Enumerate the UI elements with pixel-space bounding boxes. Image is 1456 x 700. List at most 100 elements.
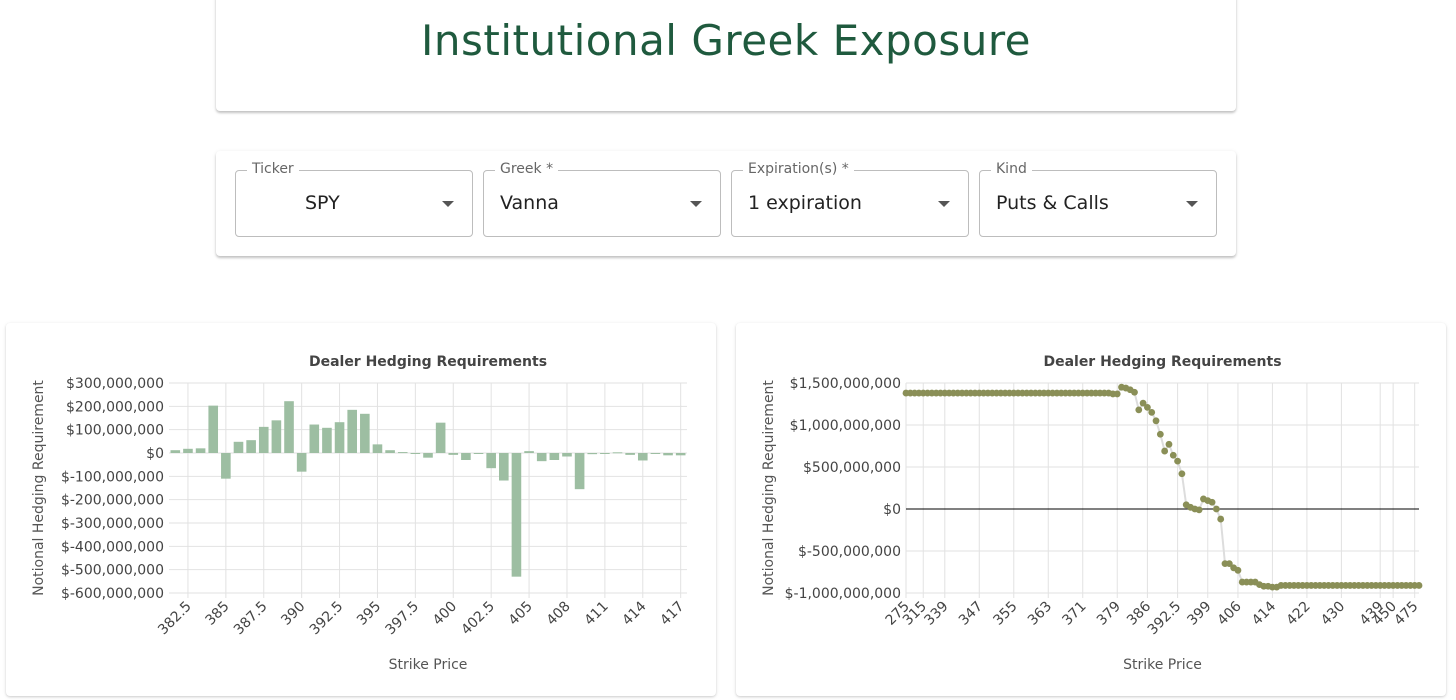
chevron-down-icon	[442, 201, 454, 207]
bar	[486, 453, 496, 469]
y-axis-label: Notional Hedging Requirement	[761, 380, 777, 596]
data-point	[1234, 566, 1242, 574]
scatter-chart-card: Dealer Hedging Requirements $1,500,000,00…	[736, 323, 1446, 696]
x-tick-label: 406	[1215, 598, 1245, 628]
x-tick-label: 400	[430, 599, 460, 629]
title-card: Institutional Greek Exposure	[216, 0, 1236, 111]
bar	[410, 453, 421, 454]
data-point	[1169, 451, 1177, 459]
ticker-value: SPY	[305, 192, 340, 214]
ticker-label: Ticker	[247, 161, 299, 177]
x-tick-label: 408	[544, 599, 574, 629]
x-tick-label: 379	[1094, 599, 1124, 629]
greek-label: Greek *	[495, 161, 559, 177]
data-point	[1131, 388, 1138, 396]
bar	[246, 440, 256, 453]
bar	[675, 453, 686, 456]
data-point	[1208, 498, 1216, 506]
greek-value: Vanna	[500, 192, 559, 214]
x-tick-label: 387.5	[231, 599, 271, 639]
data-point	[1144, 403, 1151, 411]
bar	[448, 453, 459, 455]
data-point	[1161, 447, 1169, 455]
bar	[625, 453, 635, 455]
x-tick-label: 392.5	[307, 599, 347, 639]
bar	[334, 422, 345, 453]
x-tick-label: 405	[506, 599, 536, 629]
page-title: Institutional Greek Exposure	[421, 16, 1031, 65]
bar	[473, 453, 484, 454]
chart-title: Dealer Hedging Requirements	[309, 354, 547, 370]
bar	[170, 450, 181, 453]
bar	[221, 453, 231, 479]
bar	[423, 453, 433, 458]
bar	[461, 453, 471, 460]
x-tick-label: 411	[581, 599, 611, 629]
bar	[612, 452, 623, 454]
y-tick-label: $-300,000,000	[61, 516, 164, 532]
y-tick-label: $100,000,000	[66, 423, 164, 439]
x-tick-label: 414	[1249, 598, 1279, 628]
bar	[360, 413, 370, 453]
data-point	[1174, 457, 1181, 465]
bar	[183, 448, 193, 453]
scatter-chart: Dealer Hedging Requirements $1,500,000,00…	[761, 354, 1423, 673]
y-tick-label: $-500,000,000	[61, 563, 164, 579]
bar	[587, 453, 598, 455]
ticker-select[interactable]: Ticker SPY	[235, 161, 473, 237]
data-point	[1135, 406, 1143, 414]
y-tick-label: $-400,000,000	[61, 539, 164, 555]
x-tick-label: 355	[990, 599, 1020, 629]
bar	[397, 452, 408, 454]
x-tick-label: 385	[202, 599, 232, 629]
expiration-label: Expiration(s) *	[743, 161, 854, 177]
x-tick-label: 382.5	[155, 599, 195, 639]
x-tick-label: 417	[657, 599, 687, 629]
chevron-down-icon	[938, 201, 950, 207]
data-point	[1178, 470, 1186, 478]
data-point	[1195, 506, 1203, 514]
x-tick-label: 392.5	[1145, 599, 1185, 639]
x-tick-label: 371	[1059, 599, 1089, 629]
bar	[271, 420, 282, 453]
y-tick-label: $0	[883, 502, 901, 518]
y-tick-label: $-1,000,000,000	[785, 586, 901, 602]
data-point	[1217, 515, 1225, 523]
x-tick-label: 422	[1284, 599, 1314, 629]
bar	[233, 441, 244, 453]
bar	[296, 453, 307, 472]
x-tick-label: 397.5	[383, 599, 423, 639]
data-point	[1415, 582, 1423, 589]
x-tick-label: 414	[619, 598, 649, 628]
expiration-select[interactable]: Expiration(s) * 1 expiration	[731, 161, 969, 237]
y-tick-label: $500,000,000	[803, 460, 901, 476]
kind-select[interactable]: Kind Puts & Calls	[979, 161, 1217, 237]
data-point	[1225, 560, 1233, 567]
x-tick-label: 363	[1025, 599, 1055, 629]
bar	[511, 453, 522, 577]
bar-chart-card: Dealer Hedging Requirements $300,000,000 $…	[6, 323, 716, 696]
bar	[574, 453, 585, 490]
x-axis-label: Strike Price	[1123, 657, 1202, 673]
bar	[663, 453, 673, 456]
y-tick-label: $200,000,000	[66, 399, 164, 415]
y-tick-label: $1,500,000,000	[790, 376, 901, 392]
y-tick-label: $300,000,000	[66, 376, 164, 392]
kind-value: Puts & Calls	[996, 192, 1109, 214]
x-tick-label: 475	[1391, 599, 1421, 629]
chevron-down-icon	[690, 201, 702, 207]
y-tick-label: $0	[146, 446, 164, 462]
data-point	[1152, 417, 1160, 425]
data-point	[1113, 390, 1121, 398]
greek-select[interactable]: Greek * Vanna	[483, 161, 721, 237]
y-tick-label: $-600,000,000	[61, 586, 164, 602]
bar	[499, 453, 509, 481]
data-point	[1139, 399, 1147, 407]
x-tick-label: 399	[1184, 599, 1214, 629]
controls-card: Ticker SPY Greek * Vanna Expiration(s) *…	[216, 151, 1236, 256]
data-point	[1156, 430, 1164, 438]
bar	[385, 450, 395, 453]
y-tick-label: $-200,000,000	[61, 493, 164, 509]
data-point	[1148, 409, 1156, 416]
kind-label: Kind	[991, 161, 1032, 177]
